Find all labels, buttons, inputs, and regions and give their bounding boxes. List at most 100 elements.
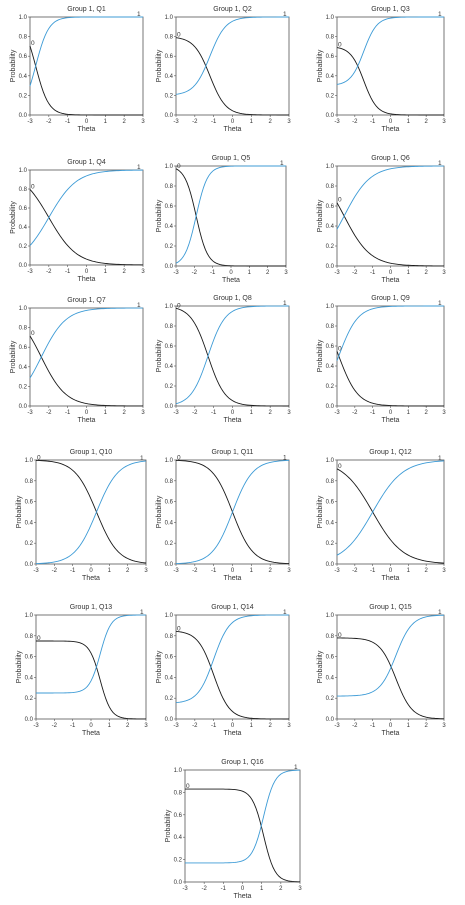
y-tick-label: 0.0 [165,717,174,723]
x-tick-label: 2 [126,568,130,574]
x-tick-label: 1 [250,119,254,125]
y-tick-label: 0.2 [25,696,34,702]
x-tick-label: -3 [334,410,340,416]
series-1-line [29,169,144,246]
x-tick-label: 0 [389,723,393,729]
y-tick-label: 0.0 [165,404,174,410]
panel-title: Group 1, Q12 [369,449,412,456]
y-tick-label: 0.8 [326,35,335,41]
panel-q11: Group 1, Q11 Theta Probability -3 -2 -1 0 1 2 3 0.… [156,449,291,582]
series-0-line [336,637,445,720]
y-tick-label: 1.0 [326,15,335,21]
y-tick-label: 0.0 [326,113,335,119]
series-1-label: 1 [283,300,287,307]
x-tick-label: 3 [287,119,291,125]
x-tick-label: 0 [389,119,393,125]
y-tick-label: 0.0 [326,404,335,410]
x-tick-label: 3 [284,270,288,276]
plot-frame [336,16,445,116]
x-tick-label: -1 [370,568,376,574]
x-tick-label: 1 [407,568,411,574]
panel-title: Group 1, Q15 [369,604,412,611]
series-1-line [175,165,286,264]
y-tick-label: 0.2 [19,93,28,99]
y-tick-label: 0.6 [165,500,174,506]
y-tick-label: 0.8 [25,634,34,640]
y-tick-label: 0.2 [326,541,335,547]
y-tick-label: 0.0 [25,717,34,723]
series-1-line [29,307,143,379]
y-tick-label: 1.0 [326,164,335,170]
y-tick-label: 0.4 [165,675,174,681]
x-axis-label: Theta [382,730,400,737]
panel-q10: Group 1, Q10 Theta Probability -3 -2 -1 0 1 2 3 0.… [16,449,148,582]
panel-q14: Group 1, Q14 Theta Probability -3 -2 -1 0 1 2 3 0.… [156,604,291,737]
x-axis-label: Theta [222,277,240,284]
series-1-line [36,614,146,694]
y-tick-label: 0.8 [165,35,174,41]
x-tick-label: 2 [266,270,270,276]
series-0-line [175,307,289,407]
x-axis-label: Theta [82,730,100,737]
x-tick-label: -3 [334,270,340,276]
y-tick-label: 1.0 [174,768,183,774]
y-tick-label: 0.2 [165,384,174,390]
series-0-line [336,202,445,267]
x-axis-label: Theta [382,417,400,424]
x-tick-label: 3 [287,723,291,729]
plot-frame [175,165,287,267]
panel-title: Group 1, Q10 [70,449,113,456]
x-tick-label: 1 [248,270,252,276]
x-tick-label: -2 [352,568,358,574]
x-tick-label: 2 [424,723,428,729]
y-tick-label: 0.6 [165,344,174,350]
series-0-line [185,788,301,883]
series-0-line [35,459,147,564]
x-tick-label: -3 [173,410,179,416]
y-tick-label: 0.6 [25,500,34,506]
x-tick-label: 3 [287,568,291,574]
y-tick-label: 0.4 [19,225,28,231]
x-tick-label: -3 [33,568,39,574]
x-tick-label: 3 [442,568,446,574]
panel-q16: Group 1, Q16 Theta Probability -3 -2 -1 0 1 2 3 0.… [165,759,302,900]
y-tick-label: 0.6 [165,655,174,661]
x-tick-label: -2 [192,568,198,574]
series-1-label: 1 [438,455,442,462]
panel-title: Group 1, Q6 [371,155,410,162]
series-1-line [175,614,289,704]
y-tick-label: 1.0 [165,613,174,619]
panel-title: Group 1, Q11 [212,449,254,456]
x-tick-label: 2 [126,723,130,729]
y-tick-label: 0.2 [19,384,28,390]
y-tick-label: 1.0 [165,15,174,21]
y-tick-label: 0.4 [165,224,174,230]
y-tick-label: 0.0 [326,562,335,568]
plot-frame [336,614,445,720]
x-tick-label: 2 [268,410,272,416]
y-tick-label: 0.2 [326,93,335,99]
x-tick-label: 0 [231,568,235,574]
y-tick-label: 0.6 [326,204,335,210]
y-tick-label: 1.0 [165,304,174,310]
series-1-label: 1 [283,609,287,616]
panel-q4: Group 1, Q4 Theta Probability -3 -2 -1 0 1 2 3 0.0… [10,159,145,283]
series-1-label: 1 [438,609,442,616]
x-tick-label: -3 [334,119,340,125]
series-1-label: 1 [294,764,298,771]
series-0-line [29,335,143,407]
y-tick-label: 0.0 [19,113,28,119]
x-tick-label: 1 [108,723,112,729]
x-tick-label: 0 [85,119,89,125]
x-axis-label: Theta [82,575,100,582]
y-tick-label: 0.2 [326,384,335,390]
x-tick-label: -1 [370,723,376,729]
y-tick-label: 0.4 [25,520,34,526]
series-0-label: 0 [177,302,181,309]
x-tick-label: 0 [231,410,235,416]
y-tick-label: 0.0 [174,880,183,886]
y-tick-label: 1.0 [19,306,28,312]
y-tick-label: 0.0 [326,717,335,723]
y-tick-label: 1.0 [25,613,34,619]
